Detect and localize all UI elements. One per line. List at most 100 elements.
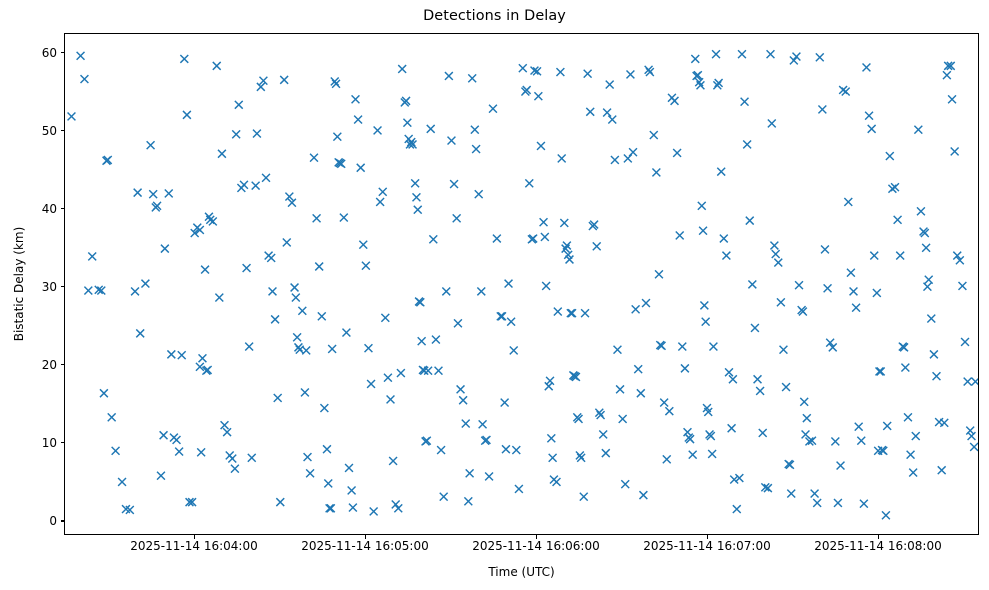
scatter-point <box>571 372 581 382</box>
scatter-point <box>309 153 319 163</box>
scatter-point <box>476 286 486 296</box>
scatter-point <box>849 286 858 296</box>
scatter-point <box>932 371 941 381</box>
scatter-point <box>900 363 910 373</box>
scatter-point <box>876 367 886 376</box>
scatter-point <box>504 279 513 289</box>
scatter-point <box>601 448 611 458</box>
scatter-point <box>222 427 232 437</box>
scatter-point <box>461 419 471 429</box>
scatter-point <box>544 381 554 391</box>
scatter-point <box>497 311 507 321</box>
scatter-point <box>804 437 814 446</box>
scatter-point <box>724 367 734 377</box>
scatter-point <box>198 353 207 363</box>
scatter-point <box>174 447 184 457</box>
scatter-point <box>789 55 799 65</box>
scatter-point <box>950 146 960 156</box>
scatter-point <box>231 129 241 139</box>
scatter-point <box>436 445 446 455</box>
scatter-point <box>625 69 635 79</box>
scatter-point <box>779 345 788 355</box>
scatter-point <box>662 454 672 464</box>
scatter-point <box>610 155 620 165</box>
scatter-point <box>530 66 539 75</box>
x-tick-mark <box>706 535 708 539</box>
y-axis-label: Bistatic Delay (km) <box>12 226 26 342</box>
scatter-point <box>843 197 853 207</box>
scatter-point <box>339 213 349 222</box>
scatter-point <box>791 52 801 61</box>
scatter-point <box>301 346 311 355</box>
scatter-point <box>415 297 425 307</box>
scatter-point <box>533 91 543 101</box>
scatter-point <box>336 159 346 169</box>
scatter-point <box>474 189 484 199</box>
scatter-point <box>714 78 724 88</box>
scatter-point <box>102 156 111 166</box>
scatter-point <box>575 451 585 460</box>
scatter-point <box>117 477 127 487</box>
scatter-point <box>291 293 301 303</box>
scatter-point <box>444 71 454 81</box>
scatter-point <box>947 94 957 104</box>
scatter-point <box>83 286 93 296</box>
scatter-point <box>482 435 491 445</box>
scatter-point <box>967 431 976 441</box>
scatter-point <box>456 384 465 394</box>
scatter-point <box>773 258 783 268</box>
scatter-point <box>179 54 189 64</box>
scatter-point <box>758 428 768 438</box>
scatter-point <box>851 303 861 313</box>
x-tick-mark <box>535 535 537 539</box>
scatter-point <box>885 151 895 161</box>
scatter-point <box>781 382 791 392</box>
scatter-point <box>492 234 502 243</box>
scatter-point <box>366 379 376 389</box>
scatter-point <box>628 147 638 157</box>
scatter-point <box>605 80 615 89</box>
scatter-point <box>911 431 921 441</box>
scatter-point <box>856 436 866 446</box>
scatter-point <box>203 365 213 375</box>
scatter-point <box>290 283 300 292</box>
scatter-point <box>234 100 244 110</box>
scatter-point <box>76 51 86 61</box>
scatter-point <box>815 52 825 62</box>
scatter-point <box>185 497 194 507</box>
scatter-point <box>177 350 187 360</box>
scatter-point <box>369 507 379 516</box>
scatter-point <box>159 430 169 440</box>
scatter-point <box>952 251 962 261</box>
scatter-point <box>326 503 336 513</box>
scatter-point <box>373 125 383 135</box>
scatter-point <box>769 241 779 250</box>
scatter-point <box>753 374 762 384</box>
scatter-point <box>258 76 268 86</box>
scatter-point <box>227 454 237 464</box>
page-title: Detections in Delay <box>423 8 566 24</box>
scatter-point <box>540 232 550 242</box>
scatter-point <box>893 215 903 225</box>
scatter-point <box>270 314 280 324</box>
scatter-point <box>745 216 755 226</box>
scatter-point <box>760 482 770 492</box>
x-axis-label: Time (UTC) <box>488 565 555 579</box>
scatter-point <box>488 104 498 114</box>
scatter-point <box>330 76 340 86</box>
scatter-point <box>607 115 617 124</box>
scatter-point <box>727 423 737 433</box>
scatter-point <box>458 395 468 405</box>
x-tick-label: 2025-11-14 16:04:00 <box>130 539 258 553</box>
scatter-point <box>957 281 967 291</box>
scatter-point <box>798 307 808 317</box>
scatter-point <box>955 255 965 265</box>
scatter-point <box>341 328 351 338</box>
scatter-point <box>924 275 934 285</box>
scatter-point <box>204 212 214 222</box>
scatter-point <box>711 49 721 59</box>
scatter-point <box>402 118 412 128</box>
scatter-point <box>579 492 589 502</box>
scatter-point <box>963 377 973 387</box>
